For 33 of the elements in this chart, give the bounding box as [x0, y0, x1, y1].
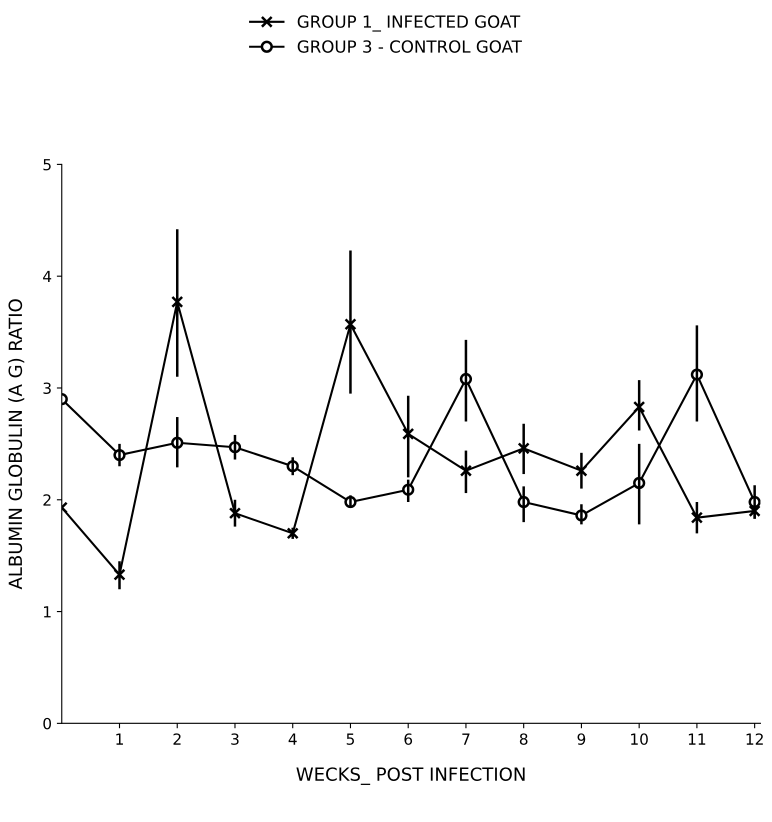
- x-tick-label: 6: [404, 733, 412, 745]
- x-tick-label: 4: [288, 734, 297, 745]
- point: [113, 568, 126, 581]
- point: [286, 527, 299, 540]
- point: [633, 400, 646, 414]
- y-tick-label: 1: [44, 606, 51, 618]
- y-tick-label: 0: [43, 718, 52, 730]
- point: [228, 507, 242, 520]
- x-tick-label: 8: [520, 733, 528, 745]
- x-tick-label: 12: [746, 733, 763, 745]
- x-tick-label: 11: [688, 734, 706, 745]
- point: [518, 442, 530, 454]
- x-axis-title: WECKS_ POST INFECTION: [296, 767, 525, 785]
- x-tick-label: 7: [462, 734, 470, 745]
- point: [575, 464, 588, 477]
- x-tick-label: 3: [231, 733, 239, 745]
- x-tick-label: 5: [346, 734, 354, 745]
- point: [460, 464, 472, 477]
- y-tick-label: 2: [43, 494, 51, 506]
- point: [690, 512, 704, 524]
- y-tick-label: 4: [43, 270, 52, 282]
- legend-label: GROUP 3 - CONTROL GOAT: [298, 40, 522, 53]
- x-tick-label: 10: [631, 733, 648, 745]
- x-tick-label: 1: [116, 734, 123, 745]
- y-tick-label: 3: [43, 382, 51, 394]
- x-tick-label: 2: [174, 733, 181, 745]
- point: [344, 318, 357, 330]
- legend-label: GROUP 1_ INFECTED GOAT: [298, 15, 520, 32]
- y-axis-title: ALBUMIN GLOBULIN (A G) RATIO: [8, 299, 24, 590]
- x-tick-label: 9: [578, 733, 586, 745]
- point: [402, 428, 414, 440]
- y-tick-label: 5: [43, 159, 51, 170]
- point: [171, 296, 184, 308]
